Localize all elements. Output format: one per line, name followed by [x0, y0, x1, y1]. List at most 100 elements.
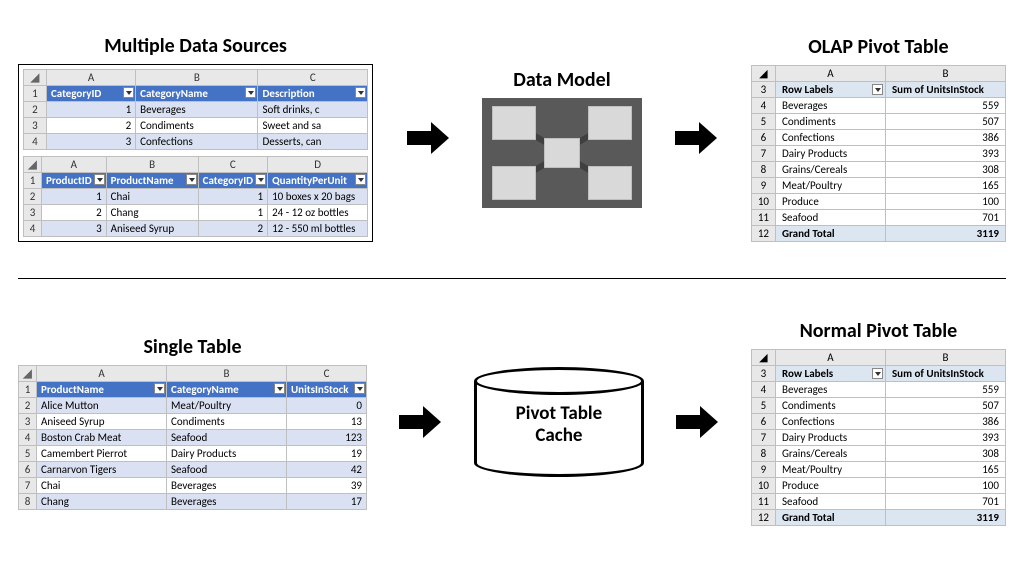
pivot-row-label: Produce: [775, 193, 885, 209]
pivot-value: 308: [885, 161, 1005, 177]
row-header: 2: [24, 189, 42, 205]
pivot-row-label: Confections: [775, 413, 885, 429]
filter-dropdown-icon[interactable]: [872, 84, 883, 95]
row-header: 9: [751, 177, 775, 193]
heading-multiple-sources: Multiple Data Sources: [104, 34, 287, 58]
column-header: C: [198, 157, 267, 173]
pivot-row-label: Grains/Cereals: [775, 445, 885, 461]
row-header: 11: [751, 493, 775, 509]
pivot-value: 386: [885, 413, 1005, 429]
column-header: A: [42, 157, 107, 173]
divider: [18, 278, 1006, 279]
filter-dropdown-icon[interactable]: [154, 383, 165, 394]
arrow-icon: [403, 118, 453, 158]
pivot-value: 559: [885, 381, 1005, 397]
data-cell: Chang: [106, 205, 198, 221]
table-column-header[interactable]: CategoryName: [136, 86, 258, 102]
data-cell: Dairy Products: [167, 445, 287, 461]
pivot-values-header: Sum of UnitsInStock: [885, 81, 1005, 97]
column-header: A: [46, 70, 135, 86]
normal-pivot-table: ◢AB3Row LabelsSum of UnitsInStock4Bevera…: [751, 349, 1006, 526]
pivot-row-label: Condiments: [775, 113, 885, 129]
column-header: B: [167, 365, 287, 381]
table-column-header[interactable]: UnitsInStock: [287, 381, 367, 397]
filter-dropdown-icon[interactable]: [872, 368, 883, 379]
column-header: A: [37, 365, 167, 381]
pivot-value: 701: [885, 493, 1005, 509]
grand-total-label: Grand Total: [775, 225, 885, 241]
row-header: 10: [751, 477, 775, 493]
data-cell: 2: [198, 221, 267, 237]
table-column-header[interactable]: CategoryID: [46, 86, 135, 102]
pivot-value: 100: [885, 193, 1005, 209]
data-cell: 19: [287, 445, 367, 461]
row-header: 5: [751, 397, 775, 413]
data-cell: Alice Mutton: [37, 397, 167, 413]
filter-dropdown-icon[interactable]: [245, 87, 256, 98]
data-cell: Meat/Poultry: [167, 397, 287, 413]
data-cell: 17: [287, 493, 367, 509]
table-column-header[interactable]: ProductName: [37, 381, 167, 397]
pivot-row-label: Meat/Poultry: [775, 461, 885, 477]
pivot-value: 507: [885, 113, 1005, 129]
data-cell: 123: [287, 429, 367, 445]
column-header: D: [268, 157, 368, 173]
row-header: 6: [19, 461, 37, 477]
single-data-table: ◢ABC1ProductNameCategoryNameUnitsInStock…: [18, 365, 367, 510]
cylinder-icon: Pivot TableCache: [474, 367, 644, 477]
table-column-header[interactable]: Description: [258, 86, 368, 102]
filter-dropdown-icon[interactable]: [354, 383, 365, 394]
column-header: B: [106, 157, 198, 173]
table-column-header[interactable]: CategoryID: [198, 173, 267, 189]
row-header: 9: [751, 461, 775, 477]
filter-dropdown-icon[interactable]: [94, 174, 105, 185]
column-header: C: [287, 365, 367, 381]
pivot-value: 386: [885, 129, 1005, 145]
top-flow-row: Multiple Data Sources ◢ABC1CategoryIDCat…: [18, 8, 1006, 268]
table-column-header[interactable]: CategoryName: [167, 381, 287, 397]
data-cell: Beverages: [167, 477, 287, 493]
grand-total-value: 3119: [885, 509, 1005, 525]
data-cell: Confections: [136, 134, 258, 150]
data-cell: Aniseed Syrup: [37, 413, 167, 429]
row-header: 7: [751, 145, 775, 161]
data-model-section: Data Model: [482, 68, 642, 208]
heading-normal-pivot: Normal Pivot Table: [800, 319, 958, 343]
pivot-row-label: Dairy Products: [775, 145, 885, 161]
data-cell: 3: [42, 221, 107, 237]
data-cell: Chai: [37, 477, 167, 493]
data-cell: 10 boxes x 20 bags: [268, 189, 368, 205]
normal-pivot-section: Normal Pivot Table ◢AB3Row LabelsSum of …: [751, 319, 1006, 526]
filter-dropdown-icon[interactable]: [355, 87, 366, 98]
row-header: 6: [751, 413, 775, 429]
row-header: 2: [24, 102, 47, 118]
row-header: 4: [24, 134, 47, 150]
pivot-row-labels-header[interactable]: Row Labels: [775, 81, 885, 97]
filter-dropdown-icon[interactable]: [123, 87, 134, 98]
heading-olap-pivot: OLAP Pivot Table: [808, 35, 948, 59]
filter-dropdown-icon[interactable]: [186, 174, 197, 185]
pivot-row-label: Grains/Cereals: [775, 161, 885, 177]
data-cell: 3: [46, 134, 135, 150]
row-header: 10: [751, 193, 775, 209]
row-header: 3: [751, 81, 775, 97]
table-column-header[interactable]: ProductID: [42, 173, 107, 189]
table-column-header[interactable]: ProductName: [106, 173, 198, 189]
row-header: 6: [751, 129, 775, 145]
row-header: 12: [751, 509, 775, 525]
sources-frame: ◢ABC1CategoryIDCategoryNameDescription21…: [18, 64, 373, 242]
select-all-corner: ◢: [751, 65, 775, 81]
column-header: C: [258, 70, 368, 86]
filter-dropdown-icon[interactable]: [274, 383, 285, 394]
filter-dropdown-icon[interactable]: [355, 174, 366, 185]
data-cell: 1: [46, 102, 135, 118]
pivot-row-labels-header[interactable]: Row Labels: [775, 365, 885, 381]
table-column-header[interactable]: QuantityPerUnit: [268, 173, 368, 189]
row-header: 3: [24, 205, 42, 221]
filter-dropdown-icon[interactable]: [255, 174, 266, 185]
select-all-corner: ◢: [24, 70, 47, 86]
pivot-value: 393: [885, 429, 1005, 445]
row-header: 3: [19, 413, 37, 429]
data-cell: 13: [287, 413, 367, 429]
pivot-cache-section: Pivot TableCache: [474, 367, 644, 477]
